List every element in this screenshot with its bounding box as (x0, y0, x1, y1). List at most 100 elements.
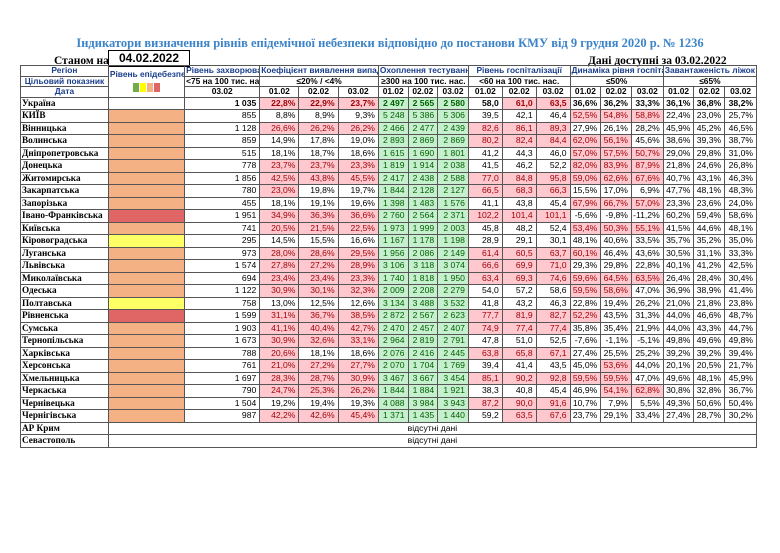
hospitalization-value: 77,0 (467, 171, 503, 185)
hosp-dynamics-value: 22,8% (569, 296, 602, 310)
testing-value: 2 580 (437, 96, 469, 110)
oxygen-beds-value: 21,0% (662, 296, 695, 310)
testing-value: 5 306 (437, 109, 469, 123)
hospitalization-value: 28,9 (467, 234, 503, 248)
hospitalization-value: 63,4 (467, 271, 503, 285)
hosp-dynamics-value: 33,4% (630, 409, 664, 423)
detection-value: 22,5% (337, 221, 379, 235)
detection-value: 9,3% (337, 109, 379, 123)
detection-value: 45,5% (337, 171, 379, 185)
oxygen-beds-value: 40,1% (662, 259, 695, 273)
testing-value: 2 567 (407, 309, 439, 323)
oxygen-beds-value: 50,6% (693, 396, 726, 410)
oxygen-beds-value: 30,2% (724, 409, 757, 423)
region-name: Донецька (20, 159, 109, 173)
testing-value: 1 198 (437, 234, 469, 248)
hosp-dynamics-value: 57,5% (600, 146, 632, 160)
hospitalization-value: 52,4 (535, 221, 571, 235)
date-cell: 01.02 (467, 86, 503, 98)
hosp-dynamics-value: 58,8% (630, 109, 664, 123)
hospitalization-value: 48,2 (501, 221, 537, 235)
date-cell: 02.02 (501, 86, 537, 98)
hospitalization-value: 59,2 (467, 409, 503, 423)
hospitalization-value: 82,6 (467, 121, 503, 135)
hospitalization-value: 43,5 (535, 359, 571, 373)
hospitalization-value: 29,1 (501, 234, 537, 248)
hospitalization-value: 66,6 (467, 259, 503, 273)
testing-value: 1 483 (407, 196, 439, 210)
testing-value: 1 844 (377, 384, 409, 398)
testing-value: 2 964 (377, 334, 409, 348)
testing-value: 1 615 (377, 146, 409, 160)
hospitalization-value: 42,1 (501, 109, 537, 123)
oxygen-beds-value: 47,7% (662, 184, 695, 198)
hosp-dynamics-value: 56,1% (600, 134, 632, 148)
hospitalization-value: 77,4 (501, 321, 537, 335)
region-name: Житомирська (20, 171, 109, 185)
detection-value: 42,6% (298, 409, 339, 423)
hospitalization-value: 63,5 (501, 409, 537, 423)
region-name: Чернівецька (20, 396, 109, 410)
testing-value: 2 457 (407, 321, 439, 335)
oxygen-beds-value: 59,4% (693, 209, 726, 223)
hosp-dynamics-value: 29,3% (569, 259, 602, 273)
report-title: Індикатори визначення рівнів епідемічної… (76, 36, 704, 50)
note-incidence: <75 на 100 тис. нас. (184, 75, 261, 87)
table-row: Житомирська 1 856 42,5% 43,8% 45,5% 2 417 2 43… (20, 171, 757, 185)
oxygen-beds-value: 46,3% (724, 171, 757, 185)
oxygen-beds-value: 41,5% (662, 221, 695, 235)
hospitalization-value: 85,1 (467, 371, 503, 385)
testing-value: 2 466 (377, 121, 409, 135)
testing-value: 2 003 (437, 221, 469, 235)
table-row: Херсонська 761 21,0% 27,2% 27,7% 2 070 1 704 1 … (20, 359, 757, 373)
hospitalization-value: 46,4 (535, 109, 571, 123)
incidence-value: 295 (184, 234, 261, 248)
hospitalization-value: 58,0 (467, 96, 503, 110)
hospitalization-value: 44,3 (501, 146, 537, 160)
hosp-dynamics-value: 25,5% (600, 346, 632, 360)
hosp-dynamics-value: 15,5% (569, 184, 602, 198)
oxygen-beds-value: 49,6% (662, 371, 695, 385)
incidence-value: 515 (184, 146, 261, 160)
hospitalization-value: 81,9 (501, 309, 537, 323)
region-name: Запорізька (20, 196, 109, 210)
note-testing: ≥300 на 100 тис. нас. (377, 75, 469, 87)
table-row: Миколаївська 694 23,4% 23,4% 23,3% 1 740 1 818… (20, 271, 757, 285)
risk-legend-bars (110, 83, 183, 93)
testing-value: 3 943 (437, 396, 469, 410)
hosp-dynamics-value: 26,2% (630, 296, 664, 310)
hosp-dynamics-value: 43,5% (600, 309, 632, 323)
date-cell: 02.02 (600, 86, 632, 98)
oxygen-beds-value: 22,4% (662, 109, 695, 123)
detection-value: 19,4% (298, 396, 339, 410)
hosp-dynamics-value: 19,4% (600, 296, 632, 310)
hosp-dynamics-value: 59,5% (569, 371, 602, 385)
detection-value: 14,9% (259, 134, 300, 148)
testing-value: 1 884 (407, 384, 439, 398)
incidence-value: 855 (184, 109, 261, 123)
oxygen-beds-value: 35,7% (662, 234, 695, 248)
hospitalization-value: 77,7 (467, 309, 503, 323)
testing-value: 2 760 (377, 209, 409, 223)
hosp-dynamics-value: 46,9% (569, 384, 602, 398)
date-cell: 03.02 (437, 86, 469, 98)
oxygen-beds-value: 29,0% (662, 146, 695, 160)
detection-value: 30,1% (298, 284, 339, 298)
risk-level-cell (107, 121, 186, 135)
detection-value: 23,7% (298, 159, 339, 173)
region-name: Волинська (20, 134, 109, 148)
oxygen-beds-value: 21,7% (724, 359, 757, 373)
testing-value: 3 074 (437, 259, 469, 273)
testing-value: 3 467 (377, 371, 409, 385)
missing-data-note: відсутні дані (107, 434, 758, 448)
testing-value: 1 818 (407, 271, 439, 285)
oxygen-beds-value: 21,8% (693, 296, 726, 310)
hospitalization-value: 90,0 (501, 396, 537, 410)
hosp-dynamics-value: 62,6% (600, 171, 632, 185)
date-cell: 02.02 (298, 86, 339, 98)
table-row: Чернівецька 1 504 19,2% 19,4% 19,3% 4 088 3 98… (20, 396, 757, 410)
detection-value: 41,1% (259, 321, 300, 335)
table-row: Волинська 859 14,9% 17,8% 19,0% 2 893 2 869 2 8… (20, 134, 757, 148)
hospitalization-value: 30,1 (535, 234, 571, 248)
incidence-value: 1 599 (184, 309, 261, 323)
